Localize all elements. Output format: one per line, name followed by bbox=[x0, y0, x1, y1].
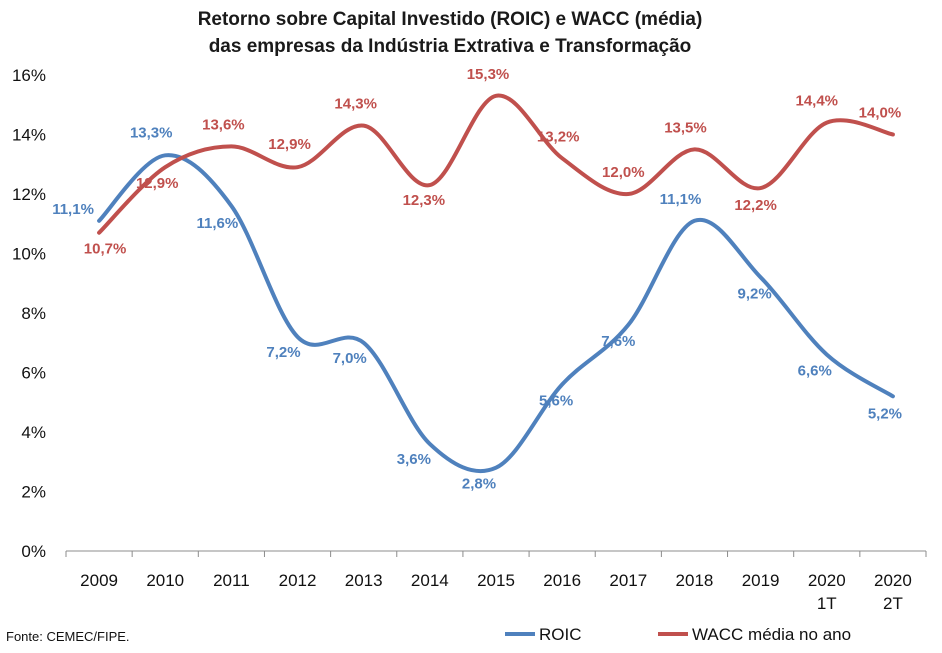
x-tick-label: 1T bbox=[817, 594, 837, 613]
roic-data-label: 13,3% bbox=[130, 124, 173, 141]
roic-data-label: 7,2% bbox=[266, 344, 300, 361]
roic-data-label: 9,2% bbox=[738, 285, 772, 302]
x-tick-label: 2020 bbox=[808, 571, 846, 590]
y-tick-label: 6% bbox=[21, 364, 46, 383]
chart-title-line-2: das empresas da Indústria Extrativa e Tr… bbox=[209, 36, 692, 57]
y-tick-label: 8% bbox=[21, 304, 46, 323]
y-tick-label: 16% bbox=[12, 66, 46, 85]
wacc-data-label: 12,2% bbox=[734, 197, 777, 214]
roic-data-label: 2,8% bbox=[462, 476, 496, 493]
y-tick-label: 10% bbox=[12, 245, 46, 264]
x-tick-label: 2014 bbox=[411, 571, 449, 590]
roic-series-line bbox=[97, 153, 895, 474]
wacc-data-label: 12,0% bbox=[602, 164, 645, 181]
x-tick-label: 2018 bbox=[676, 571, 714, 590]
y-tick-label: 12% bbox=[12, 185, 46, 204]
x-tick-label: 2011 bbox=[213, 571, 250, 590]
wacc-data-label: 12,9% bbox=[136, 175, 179, 192]
wacc-data-label: 15,3% bbox=[467, 66, 510, 83]
x-tick-label: 2020 bbox=[874, 571, 912, 590]
roic-data-label: 7,0% bbox=[333, 350, 367, 367]
x-tick-label: 2019 bbox=[742, 571, 780, 590]
wacc-data-label: 12,9% bbox=[268, 136, 311, 153]
x-tick-label: 2009 bbox=[80, 571, 118, 590]
x-tick-label: 2010 bbox=[146, 571, 184, 590]
legend: ROIC WACC média no ano bbox=[505, 625, 851, 644]
roic-data-label: 3,6% bbox=[397, 451, 431, 468]
roic-data-label: 6,6% bbox=[798, 363, 832, 380]
roic-data-label: 5,2% bbox=[868, 405, 902, 422]
roic-data-label: 11,1% bbox=[52, 201, 94, 218]
wacc-data-label: 13,6% bbox=[202, 116, 245, 133]
wacc-data-label: 14,0% bbox=[859, 105, 902, 122]
wacc-data-label: 14,4% bbox=[795, 93, 838, 110]
x-tick-label: 2012 bbox=[279, 571, 317, 590]
x-tick-label: 2T bbox=[883, 594, 903, 613]
x-tick-label: 2013 bbox=[345, 571, 383, 590]
y-tick-label: 2% bbox=[21, 483, 46, 502]
roic-data-label: 5,6% bbox=[539, 392, 573, 409]
wacc-data-label: 10,7% bbox=[84, 241, 127, 258]
y-tick-label: 4% bbox=[21, 423, 46, 442]
wacc-series-line bbox=[97, 93, 895, 235]
wacc-legend-label: WACC média no ano bbox=[692, 625, 851, 644]
data-labels: 11,1% 13,3% 11,6% 7,2% 7,0% 3,6% 2,8% 5,6% 7,6% 1… bbox=[52, 66, 902, 493]
wacc-data-label: 13,2% bbox=[537, 128, 580, 145]
y-tick-label: 14% bbox=[12, 126, 46, 145]
axes: 0% 2% 4% 6% 8% 10% 12% 14% 16% 2009 2010 2011 2012 20… bbox=[12, 66, 927, 613]
roic-data-label: 11,6% bbox=[197, 215, 239, 232]
source-note: Fonte: CEMEC/FIPE. bbox=[6, 629, 130, 644]
roic-data-label: 7,6% bbox=[601, 333, 635, 350]
wacc-data-label: 12,3% bbox=[403, 192, 446, 209]
roic-legend-label: ROIC bbox=[539, 625, 582, 644]
x-tick-label: 2017 bbox=[609, 571, 647, 590]
series-lines bbox=[97, 93, 895, 474]
wacc-data-label: 13,5% bbox=[664, 119, 707, 136]
x-tick-label: 2015 bbox=[477, 571, 515, 590]
roic-data-label: 11,1% bbox=[660, 191, 702, 208]
x-tick-label: 2016 bbox=[543, 571, 581, 590]
chart-title-line-1: Retorno sobre Capital Investido (ROIC) e… bbox=[198, 9, 703, 30]
y-tick-label: 0% bbox=[21, 542, 46, 561]
wacc-data-label: 14,3% bbox=[334, 96, 377, 113]
